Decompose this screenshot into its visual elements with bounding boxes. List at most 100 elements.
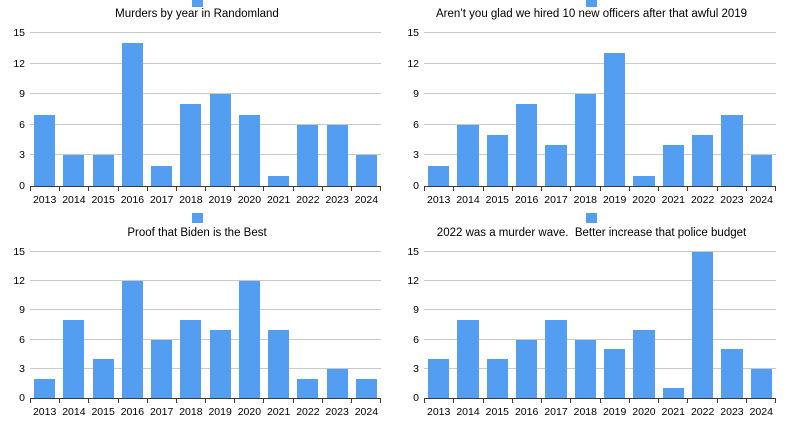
x-tick-2023	[716, 187, 746, 191]
bar-2019	[604, 53, 626, 186]
x-axis-label-2021: 2021	[661, 194, 685, 206]
x-axis-label-2014: 2014	[456, 406, 480, 418]
x-tick-2014	[453, 187, 482, 191]
bar-2013	[34, 114, 56, 186]
bar-2018	[574, 339, 596, 398]
y-axis-label-6: 6	[413, 118, 419, 131]
y-axis-label-3: 3	[19, 149, 25, 162]
y-axis-label-3: 3	[413, 362, 419, 375]
x-axis-label-2015: 2015	[91, 194, 115, 206]
bar-slot-2019	[206, 33, 235, 186]
x-axis-label-2021: 2021	[661, 406, 685, 418]
bar-slot-2013	[424, 252, 453, 398]
legend-swatch-icon	[191, 0, 203, 7]
bar-2022	[692, 135, 714, 186]
y-axis-label-6: 6	[413, 333, 419, 346]
bar-slot-2023	[717, 252, 746, 398]
x-axis-label-2024: 2024	[749, 194, 773, 206]
x-axis-label-2021: 2021	[266, 194, 291, 206]
legend	[396, 211, 787, 226]
bar-2020	[633, 329, 655, 398]
bar-slot-2020	[235, 33, 264, 186]
plot-area: 0 3 6 9 12 15	[13, 246, 381, 404]
x-axis-label-2013: 2013	[32, 194, 57, 206]
y-axis-label-9: 9	[19, 88, 25, 101]
x-tick-2018	[570, 399, 599, 403]
bar-slot-2013	[30, 33, 59, 186]
chart-title: Aren’t you glad we hired 10 new officers…	[435, 8, 748, 20]
bar-slot-2020	[629, 33, 658, 186]
x-tick-2013	[30, 187, 59, 191]
x-axis-label-2015: 2015	[485, 194, 509, 206]
x-tick-2021	[263, 187, 292, 191]
x-axis-label-2015: 2015	[91, 406, 115, 418]
x-axis-label-2018: 2018	[179, 406, 203, 418]
bar-2018	[180, 104, 202, 186]
bar-2014	[457, 320, 479, 398]
x-tick-2017	[541, 399, 570, 403]
x-tick-2018	[175, 187, 205, 191]
y-axis-label-15: 15	[407, 27, 419, 39]
x-tick-2016	[117, 399, 147, 403]
bar-slot-2020	[629, 252, 658, 398]
bars	[30, 252, 381, 398]
gridline-15	[424, 251, 776, 252]
x-axis-label-2017: 2017	[149, 194, 174, 206]
x-tick-2016	[511, 187, 541, 191]
x-tick-2022	[687, 399, 716, 403]
x-axis-label-2016: 2016	[514, 194, 539, 206]
bar-2020	[238, 281, 260, 398]
bar-2017	[151, 165, 173, 186]
bar-slot-2014	[453, 252, 482, 398]
bar-2022	[692, 252, 714, 398]
bar-2020	[633, 175, 655, 186]
bar-slot-2017	[147, 33, 176, 186]
x-axis-label-2018: 2018	[573, 406, 597, 418]
bar-2024	[355, 155, 377, 186]
bar-slot-2023	[323, 252, 352, 398]
gridline-6	[424, 338, 776, 340]
x-tick-2013	[424, 399, 453, 403]
x-axis-label-2020: 2020	[632, 406, 656, 418]
bar-2022	[297, 378, 319, 398]
chart-murders-by-year: Murders by year in Randomland 0 3 6 9 12 15 2…	[0, 0, 394, 211]
x-tick-2022	[292, 399, 322, 403]
bar-slot-2022	[293, 252, 322, 398]
x-tick-2024	[350, 399, 380, 403]
x-tick-2021	[658, 187, 687, 191]
y-axis-label-12: 12	[13, 275, 25, 288]
bar-2018	[574, 94, 596, 186]
x-axis-label-2013: 2013	[426, 194, 451, 206]
bar-2013	[428, 359, 450, 398]
chart-new-officers: Aren’t you glad we hired 10 new officers…	[394, 0, 789, 211]
bar-slot-2024	[352, 252, 381, 398]
x-axis-label-2023: 2023	[325, 194, 349, 206]
bar-slot-2021	[659, 252, 688, 398]
legend-swatch-icon	[191, 213, 203, 223]
bar-slot-2023	[323, 33, 352, 186]
x-axis-label-2020: 2020	[237, 194, 262, 206]
x-axis-ticks	[424, 399, 776, 403]
bar-2024	[750, 368, 772, 398]
x-tick-2022	[292, 187, 322, 191]
legend-swatch-icon	[586, 0, 597, 7]
y-axis-label-9: 9	[413, 88, 419, 101]
bar-2017	[151, 339, 173, 398]
bar-slot-2014	[453, 33, 482, 186]
gridline-6	[30, 338, 381, 340]
x-tick-2020	[628, 399, 658, 403]
x-tick-2019	[599, 187, 629, 191]
bars	[30, 33, 381, 186]
gridline-9	[424, 309, 776, 311]
x-axis-label-2018: 2018	[179, 194, 203, 206]
bar-2021	[268, 329, 290, 398]
x-axis-label-2016: 2016	[514, 406, 539, 418]
x-axis-ticks	[30, 187, 381, 191]
x-axis-label-2022: 2022	[296, 194, 320, 206]
y-axis-label-6: 6	[19, 118, 25, 131]
gridline-9	[30, 93, 381, 95]
gridline-12	[30, 62, 381, 64]
x-tick-2023	[321, 187, 351, 191]
bar-slot-2021	[264, 33, 293, 186]
